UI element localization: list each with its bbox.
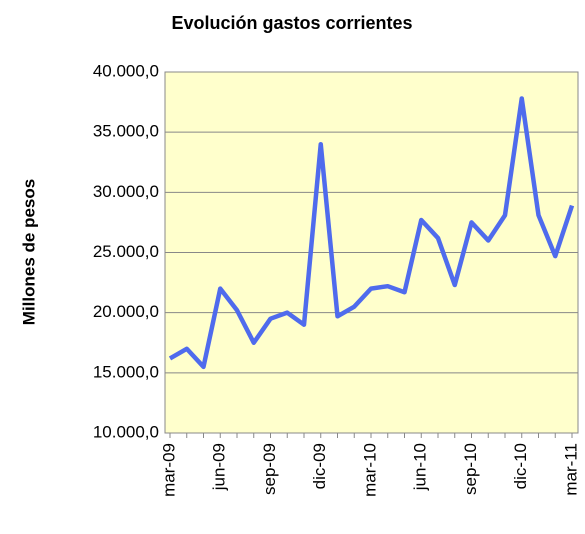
x-tick-label: jun-09 <box>210 443 229 491</box>
y-tick-label: 20.000,0 <box>93 302 159 321</box>
y-tick-label: 35.000,0 <box>93 122 159 141</box>
x-tick-label: mar-10 <box>360 443 379 497</box>
data-line <box>168 96 575 370</box>
y-tick-label: 10.000,0 <box>93 422 159 441</box>
y-tick-label: 30.000,0 <box>93 182 159 201</box>
y-tick-label: 40.000,0 <box>93 61 159 80</box>
x-tick-label: dic-09 <box>310 443 329 489</box>
x-tick-label: mar-09 <box>159 443 178 497</box>
x-tick-label: jun-10 <box>411 443 430 491</box>
chart-title: Evolución gastos corrientes <box>171 13 412 33</box>
x-tick-label: sep-10 <box>461 443 480 495</box>
x-tick-label: mar-11 <box>561 443 580 496</box>
y-tick-label: 25.000,0 <box>93 242 159 261</box>
y-tick-label: 15.000,0 <box>93 362 159 381</box>
x-tick-label: sep-09 <box>260 443 279 495</box>
y-axis-label: Millones de pesos <box>19 179 38 325</box>
x-tick-label: dic-10 <box>511 443 530 489</box>
